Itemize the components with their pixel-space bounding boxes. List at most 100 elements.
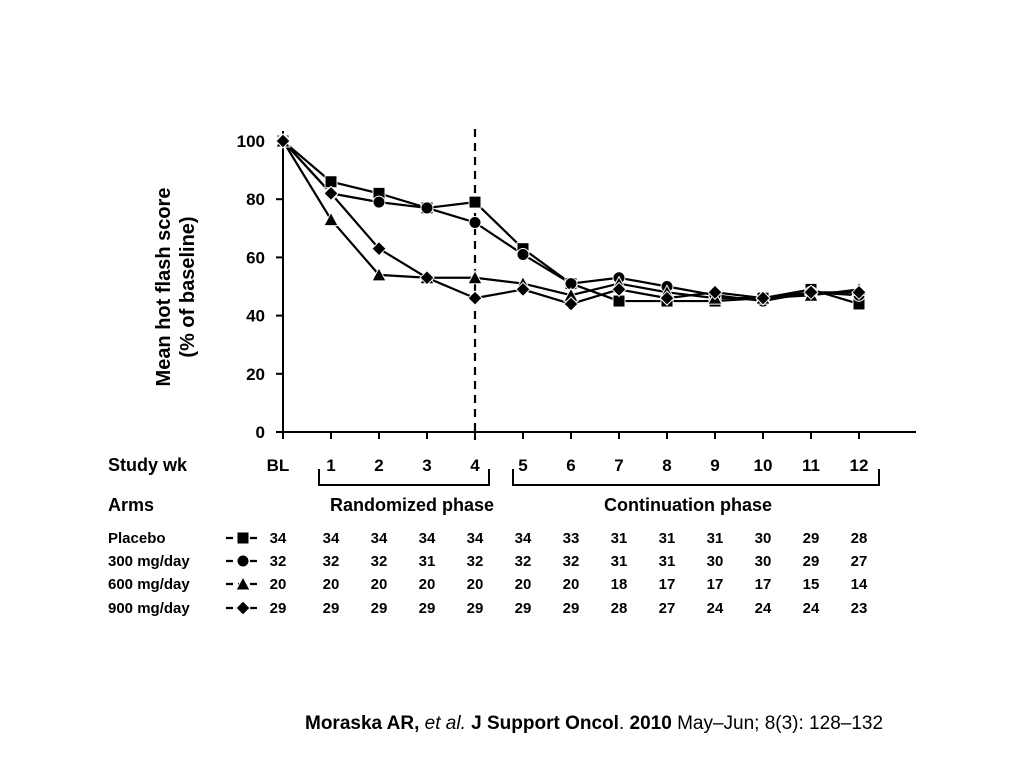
- data-point-diamond: [611, 281, 627, 298]
- count-cell: 31: [659, 553, 676, 570]
- count-cell: 33: [563, 530, 580, 547]
- study-wk-value: 6: [566, 456, 575, 475]
- study-wk-value: 12: [850, 456, 869, 475]
- study-wk-value: 4: [470, 456, 480, 475]
- count-cell: 31: [611, 553, 628, 570]
- count-cell: 28: [611, 600, 628, 617]
- count-cell: 20: [419, 576, 436, 593]
- count-cell: 34: [371, 530, 388, 547]
- count-cell: 29: [563, 600, 580, 617]
- study-wk-value: 10: [754, 456, 773, 475]
- arm-name: 300 mg/day: [108, 553, 190, 570]
- count-cell: 34: [419, 530, 436, 547]
- count-cell: 32: [515, 553, 532, 570]
- count-cell: 32: [371, 553, 388, 570]
- count-cell: 34: [270, 530, 287, 547]
- count-cell: 31: [707, 530, 724, 547]
- count-cell: 20: [563, 576, 580, 593]
- legend-marker: [235, 600, 251, 616]
- count-cell: 17: [659, 576, 676, 593]
- data-point-diamond: [803, 284, 819, 301]
- study-wk-value: BL: [267, 456, 290, 475]
- count-cell: 24: [755, 600, 772, 617]
- study-wk-value: 11: [802, 456, 820, 475]
- count-cell: 29: [323, 600, 340, 617]
- y-tick-label: 100: [237, 132, 265, 151]
- continuation-phase-label: Continuation phase: [604, 495, 772, 515]
- count-cell: 20: [515, 576, 532, 593]
- count-cell: 32: [270, 553, 287, 570]
- count-cell: 17: [707, 576, 724, 593]
- citation-authors: Moraska AR,: [305, 713, 420, 734]
- study-wk-value: 7: [614, 456, 623, 475]
- series-line-circle: [282, 140, 860, 303]
- count-cell: 27: [659, 600, 676, 617]
- data-point-square: [468, 195, 482, 209]
- data-point-triangle: [371, 266, 387, 282]
- hot-flash-chart: 0 20 40 60 80 100 Mean hot flash score (% of ba…: [108, 129, 916, 617]
- study-wk-label: Study wk: [108, 455, 188, 475]
- count-cell: 28: [851, 530, 868, 547]
- count-cell: 32: [323, 553, 340, 570]
- randomized-phase-label: Randomized phase: [330, 495, 494, 515]
- count-cell: 32: [563, 553, 580, 570]
- count-cell: 34: [323, 530, 340, 547]
- study-wk-value: 3: [422, 456, 431, 475]
- legend-symbol-square: [226, 531, 260, 545]
- count-cell: 15: [803, 576, 820, 593]
- count-cell: 29: [270, 600, 287, 617]
- count-cell: 24: [803, 600, 820, 617]
- y-axis-title: Mean hot flash score (% of baseline): [153, 188, 199, 387]
- count-cell: 34: [467, 530, 484, 547]
- data-point-diamond: [419, 270, 435, 286]
- y-tick-label: 40: [246, 307, 265, 326]
- count-cell: 17: [755, 576, 772, 593]
- count-cell: 20: [467, 576, 484, 593]
- legend-symbol-circle: [226, 554, 260, 568]
- y-tick-label: 0: [256, 423, 265, 442]
- axes: 0 20 40 60 80 100 Mean hot flash score (% of ba…: [153, 129, 916, 442]
- data-point-circle: [372, 195, 386, 209]
- data-point-circle: [516, 247, 530, 261]
- y-tick-label: 80: [246, 190, 265, 209]
- data-point-diamond: [563, 296, 579, 312]
- study-wk-value: 5: [518, 456, 527, 475]
- data-point-triangle: [467, 269, 483, 285]
- citation-year: 2010: [629, 713, 672, 734]
- data-point-triangle: [323, 211, 339, 227]
- arm-name: 900 mg/day: [108, 600, 190, 617]
- series-line-triangle: [282, 140, 860, 300]
- count-cell: 18: [611, 576, 628, 593]
- data-point-diamond: [515, 281, 531, 298]
- count-cell: 30: [755, 530, 772, 547]
- data-point-diamond: [707, 284, 723, 301]
- y-tick-label: 20: [246, 365, 265, 384]
- data-point-diamond: [275, 133, 291, 149]
- y-axis-title-line2: (% of baseline): [177, 216, 199, 357]
- count-cell: 29: [467, 600, 484, 617]
- count-cell: 20: [270, 576, 287, 593]
- citation-journal: J Support Oncol: [471, 713, 619, 734]
- legend-marker: [235, 575, 251, 591]
- data-point-diamond: [755, 290, 771, 306]
- count-cell: 32: [467, 553, 484, 570]
- count-cell: 24: [707, 600, 724, 617]
- count-cell: 20: [323, 576, 340, 593]
- count-cell: 31: [611, 530, 628, 547]
- study-wk-value: 1: [326, 456, 335, 475]
- series-markers: [275, 132, 867, 312]
- y-axis-title-line1: Mean hot flash score: [153, 188, 175, 387]
- data-point-diamond: [467, 290, 483, 306]
- legend-symbol-diamond: [226, 600, 260, 616]
- data-point-diamond: [323, 185, 339, 202]
- continuation-phase-bracket: [512, 469, 880, 486]
- count-cell: 34: [515, 530, 532, 547]
- count-cell: 14: [851, 576, 868, 593]
- study-wk-value: 8: [662, 456, 671, 475]
- figure-panel: 0 20 40 60 80 100 Mean hot flash score (% of ba…: [104, 119, 924, 626]
- citation-period: .: [618, 713, 625, 734]
- arms-label: Arms: [108, 495, 154, 515]
- study-wk-value: 9: [710, 456, 719, 475]
